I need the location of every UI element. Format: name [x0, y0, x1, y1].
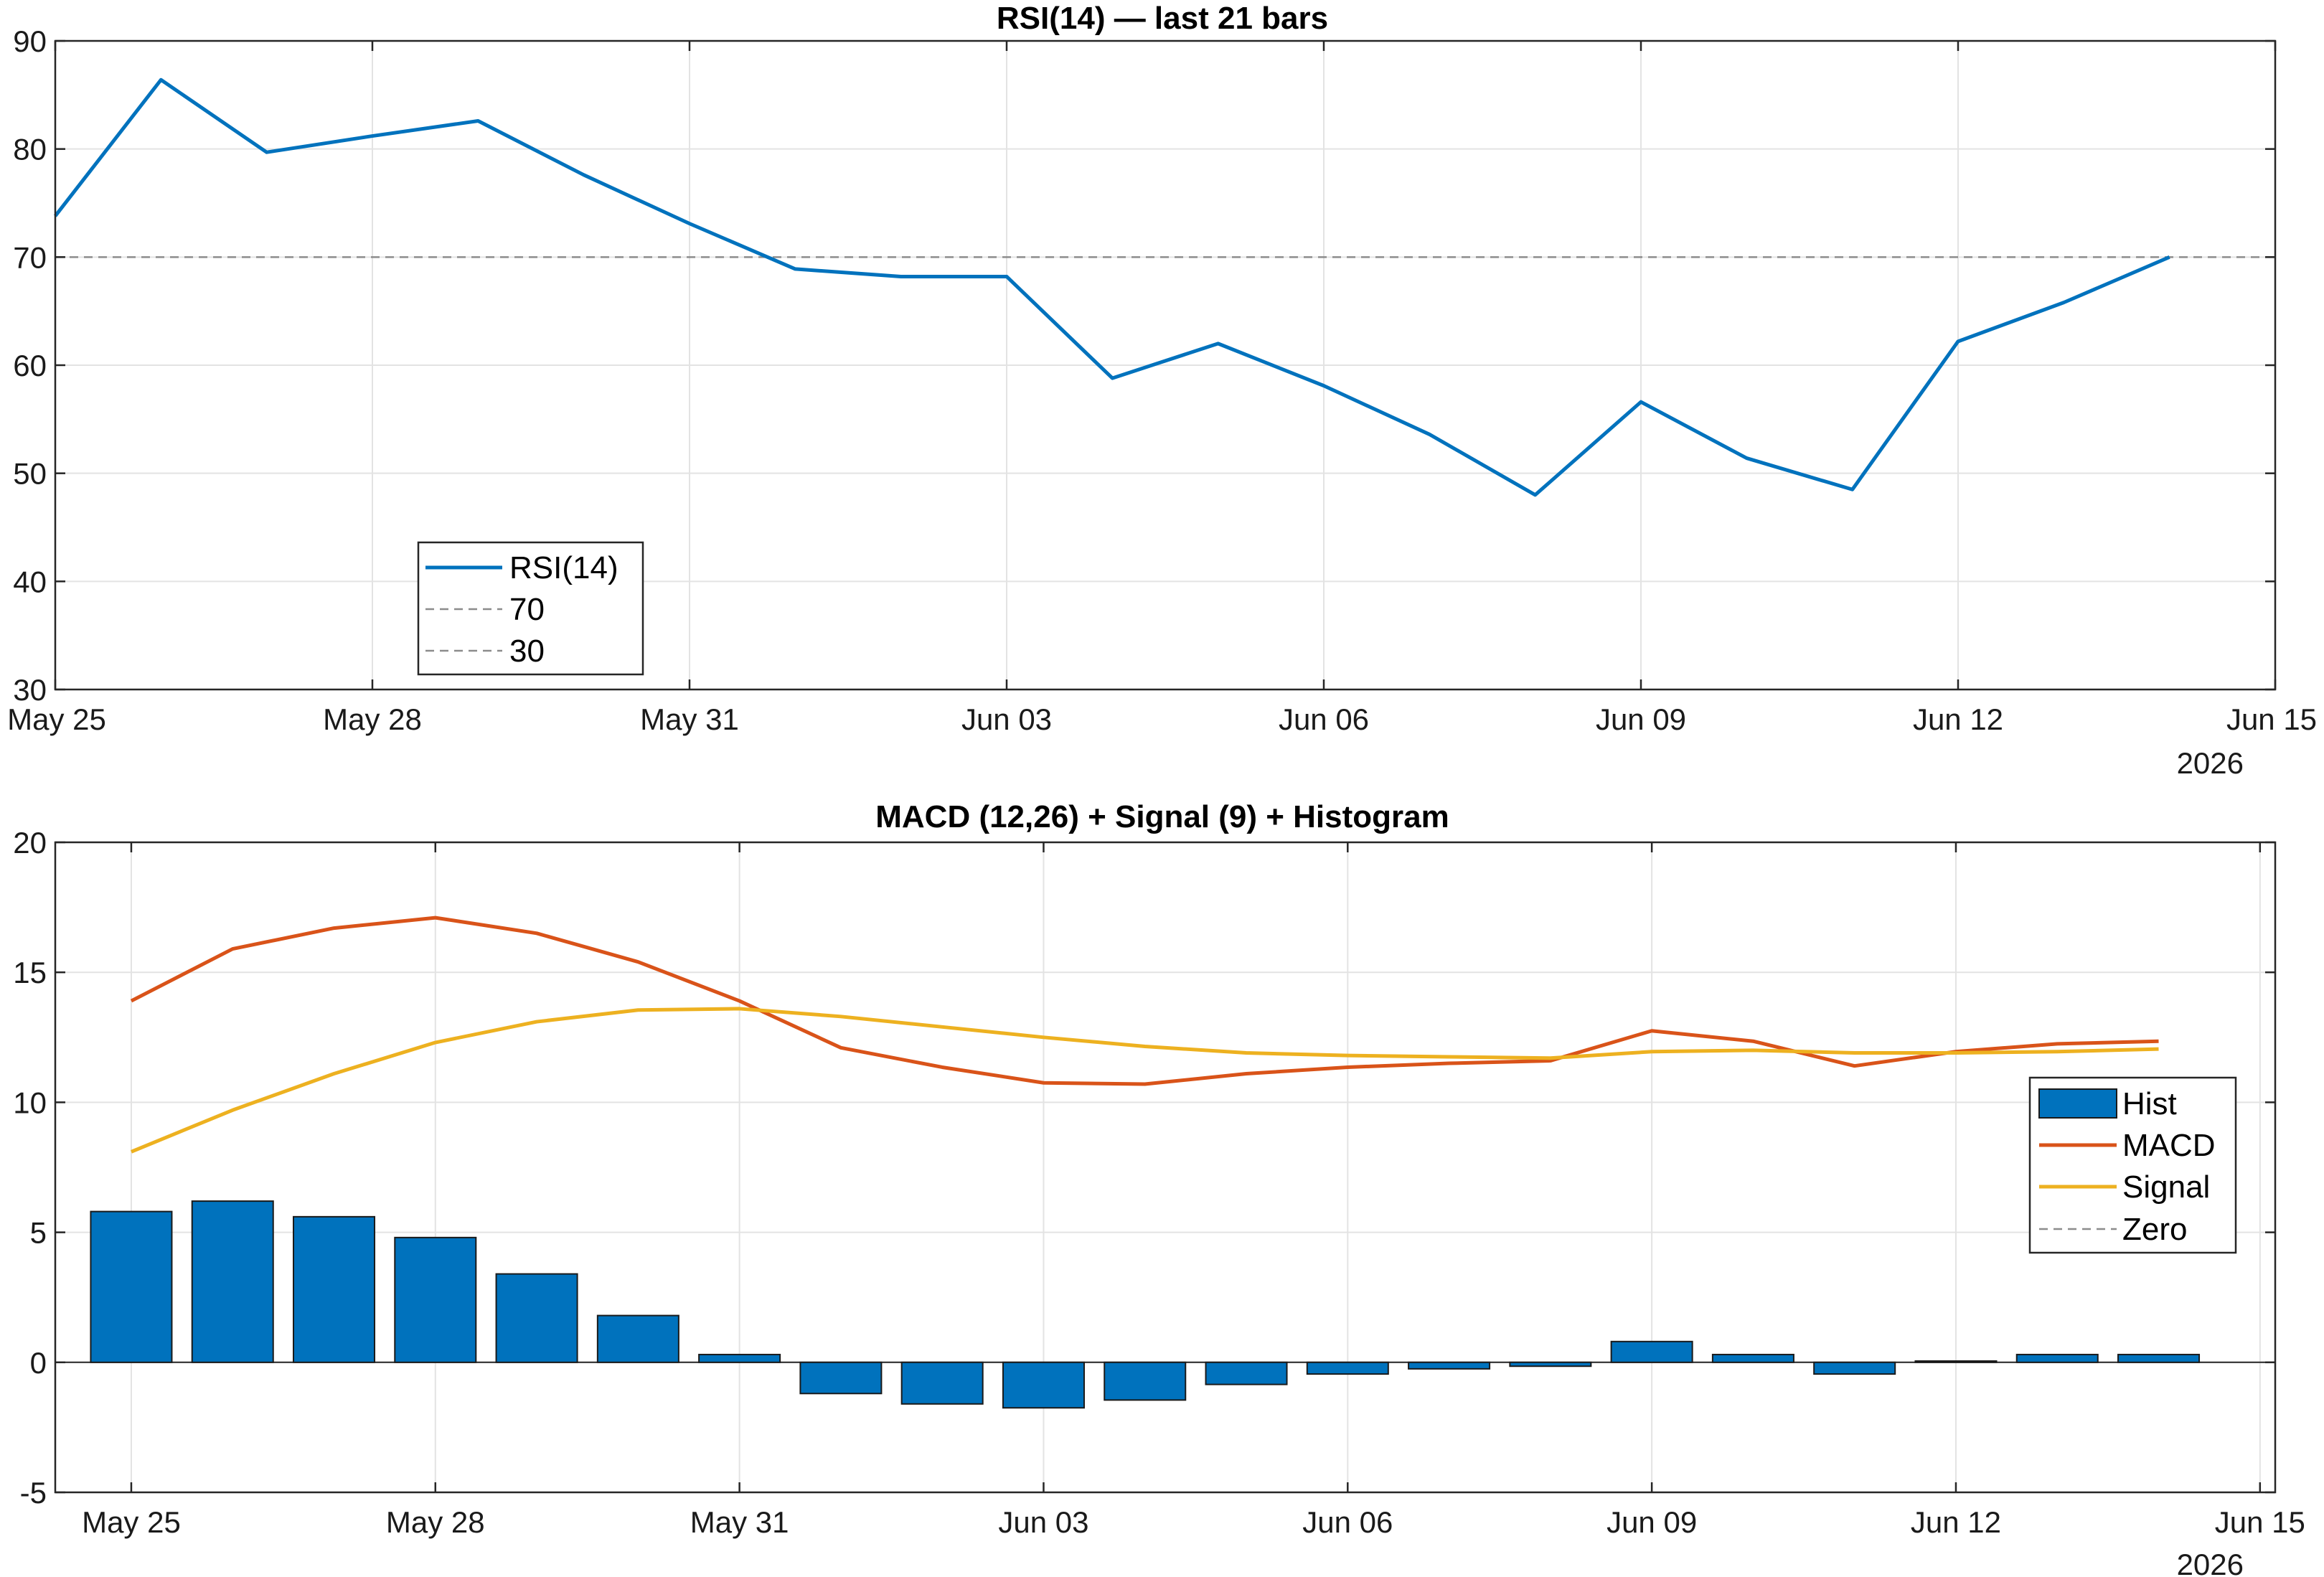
rsi-legend-box: [417, 541, 644, 676]
rsi-chart: RSI(14) — last 21 bars 30 40 50 60 70 80 90 May…: [7, 1, 2317, 780]
macd-ytick-label-1: 0: [30, 1346, 47, 1380]
macd-hist-bar-1: [191, 1200, 274, 1363]
macd-legend-label-macd: MACD: [2122, 1128, 2216, 1163]
macd-hist-bar-18: [1914, 1360, 1998, 1363]
rsi-xtick-label-2: May 31: [640, 702, 739, 736]
macd-ytick-label-2: 5: [30, 1216, 47, 1250]
macd-hist-bar-15: [1610, 1340, 1693, 1363]
macd-legend-label-zero: Zero: [2122, 1212, 2187, 1247]
macd-plot-frame: [54, 841, 2277, 1494]
macd-legend-label-signal: Signal: [2122, 1169, 2210, 1205]
rsi-ytick-label-0: 30: [13, 673, 47, 707]
macd-hist-bar-6: [698, 1353, 781, 1363]
macd-hist-bar-7: [799, 1361, 883, 1395]
rsi-xtick-label-3: Jun 03: [961, 702, 1052, 736]
rsi-legend-label-rsi: RSI(14): [509, 550, 618, 585]
macd-xtick-label-2: May 31: [690, 1505, 789, 1539]
rsi-axis-ticks: 30 40 50 60 70 80 90 May 25 May 28 May 31 Jun 03 Ju…: [7, 24, 2317, 736]
macd-xtick-label-4: Jun 06: [1302, 1505, 1393, 1539]
macd-xtick-label-7: Jun 15: [2215, 1505, 2305, 1539]
rsi-ytick-label-2: 50: [13, 457, 47, 491]
macd-ytick-label-0: -5: [20, 1476, 47, 1510]
rsi-xtick-label-1: May 28: [323, 702, 422, 736]
rsi-chart-title: RSI(14) — last 21 bars: [997, 1, 1328, 36]
macd-ytick-label-3: 10: [13, 1086, 47, 1119]
macd-hist-bar-8: [900, 1361, 984, 1405]
rsi-xtick-label-0: May 25: [7, 702, 106, 736]
macd-hist-bar-9: [1002, 1361, 1085, 1409]
macd-xtick-label-6: Jun 12: [1911, 1505, 2001, 1539]
rsi-legend: RSI(14) 70 30: [417, 541, 644, 676]
rsi-legend-label-70: 70: [509, 592, 545, 627]
macd-legend-label-hist: Hist: [2122, 1086, 2177, 1121]
rsi-xtick-label-4: Jun 06: [1279, 702, 1369, 736]
macd-hist-bar-4: [495, 1273, 578, 1363]
macd-x-year-label: 2026: [2177, 1548, 2244, 1577]
rsi-ytick-label-4: 70: [13, 240, 47, 274]
macd-hist-bar-14: [1509, 1361, 1592, 1367]
rsi-ytick-label-3: 60: [13, 349, 47, 382]
macd-xtick-label-3: Jun 03: [998, 1505, 1088, 1539]
macd-hist-bar-10: [1104, 1361, 1187, 1401]
macd-line: [130, 915, 2159, 1086]
rsi-ytick-label-5: 80: [13, 133, 47, 166]
rsi-xtick-label-5: Jun 09: [1596, 702, 1686, 736]
macd-histogram-bars: [90, 1200, 2201, 1409]
macd-hist-bar-11: [1205, 1361, 1288, 1385]
rsi-x-year-label: 2026: [2177, 746, 2244, 780]
macd-hist-bar-5: [596, 1314, 679, 1363]
rsi-legend-label-30: 30: [509, 634, 545, 669]
macd-axis-ticks: -5 0 5 10 15 20 May 25 May 28 May 31 Jun 03 Jun 06…: [13, 826, 2305, 1539]
macd-xtick-label-5: Jun 09: [1606, 1505, 1697, 1539]
macd-legend: Hist MACD Signal Zero: [2028, 1076, 2237, 1254]
macd-hist-bar-0: [90, 1210, 173, 1363]
rsi-xtick-label-7: Jun 15: [2226, 702, 2317, 736]
rsi-ytick-label-6: 90: [13, 24, 47, 58]
signal-line: [131, 1007, 2159, 1154]
macd-hist-bar-20: [2117, 1353, 2201, 1363]
macd-hist-bar-3: [394, 1236, 477, 1363]
macd-hist-bar-19: [2015, 1353, 2099, 1363]
macd-ytick-label-5: 20: [13, 826, 47, 860]
macd-hist-bar-13: [1408, 1361, 1491, 1370]
rsi-line: [54, 77, 2170, 497]
macd-hist-bar-16: [1711, 1353, 1794, 1363]
macd-legend-swatch-hist: [2038, 1088, 2117, 1119]
macd-hist-bar-2: [293, 1215, 376, 1363]
rsi-ytick-label-1: 40: [13, 565, 47, 598]
macd-xtick-label-0: May 25: [82, 1505, 181, 1539]
macd-hist-bar-12: [1306, 1361, 1389, 1375]
macd-chart: MACD (12,26) + Signal (9) + Histogram -5…: [13, 799, 2305, 1577]
rsi-xtick-label-6: Jun 12: [1913, 702, 2003, 736]
macd-chart-title: MACD (12,26) + Signal (9) + Histogram: [875, 799, 1449, 834]
macd-ytick-label-4: 15: [13, 956, 47, 989]
macd-xtick-label-1: May 28: [386, 1505, 485, 1539]
macd-hist-bar-17: [1813, 1361, 1896, 1375]
